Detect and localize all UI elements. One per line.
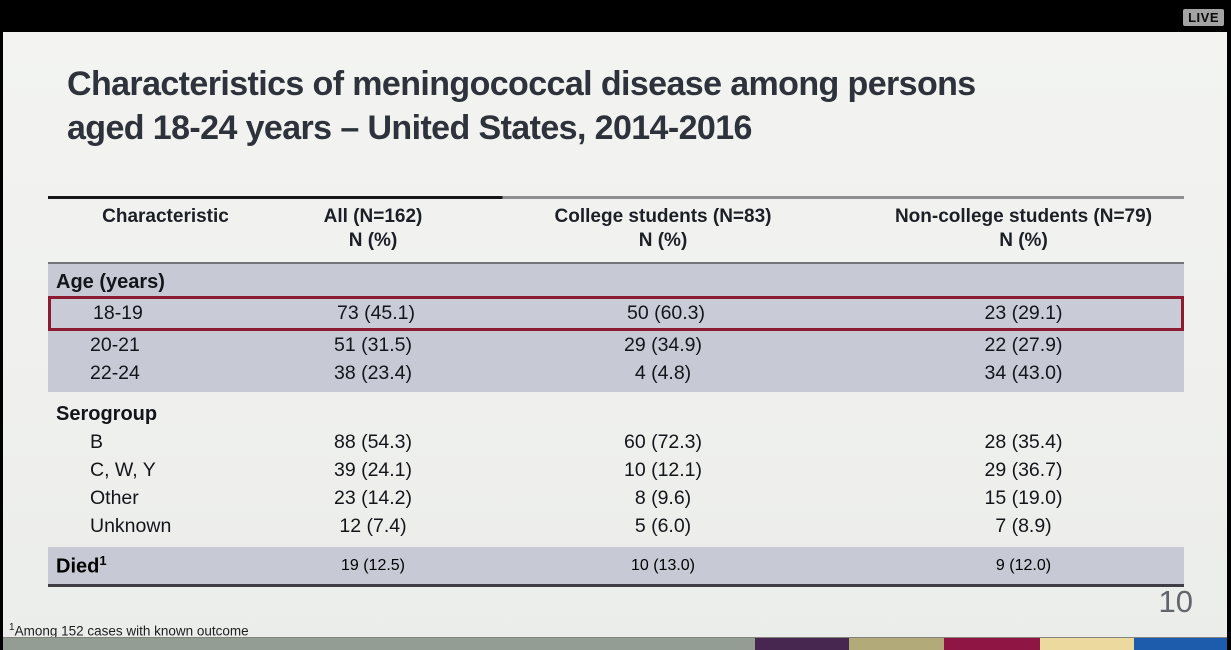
age-section: Age (years) 18-19 73 (45.1) 50 (60.3) 23…	[48, 264, 1184, 392]
strip-segment-khaki	[849, 638, 944, 650]
cell-all: 73 (45.1)	[336, 302, 416, 324]
live-badge: LIVE	[1183, 9, 1224, 26]
table-header-row: Characteristic All (N=162) N (%) College…	[48, 199, 1184, 262]
col-header-noncollege: Non-college students (N=79) N (%)	[863, 205, 1184, 253]
cell-noncollege: 9 (12.0)	[995, 556, 1052, 574]
row-label: C, W, Y	[90, 458, 156, 481]
cell-college: 10 (13.0)	[630, 556, 696, 574]
cell-all: 38 (23.4)	[333, 361, 413, 384]
table-row-unknown: Unknown 12 (7.4) 5 (6.0) 7 (8.9)	[48, 512, 1184, 540]
table-top-rule	[48, 196, 1184, 199]
cell-college: 5 (6.0)	[634, 514, 692, 537]
cell-noncollege: 23 (29.1)	[984, 302, 1063, 324]
strip-segment-purple	[755, 638, 849, 650]
slide-page-number: 10	[1158, 584, 1193, 619]
row-label-died: Died1	[56, 552, 107, 578]
serogroup-section: Serogroup B 88 (54.3) 60 (72.3) 28 (35.4…	[48, 392, 1184, 540]
cell-all: 51 (31.5)	[333, 333, 413, 356]
cell-all: 23 (14.2)	[333, 486, 413, 509]
row-label: 20-21	[90, 333, 140, 356]
slide-footnote: 1Among 152 cases with known outcome	[9, 622, 249, 639]
died-row: Died1 19 (12.5) 10 (13.0) 9 (12.0)	[48, 547, 1184, 587]
cell-college: 29 (34.9)	[623, 333, 703, 356]
serogroup-section-header: Serogroup	[56, 403, 158, 425]
footnote-marker: 1	[9, 622, 15, 633]
slide-title: Characteristics of meningococcal disease…	[67, 62, 1187, 150]
cell-noncollege: 29 (36.7)	[984, 458, 1063, 481]
col-subheader-noncollege: N (%)	[999, 230, 1048, 251]
strip-segment-cream	[1040, 638, 1134, 650]
row-label: 18-19	[93, 302, 143, 324]
cell-all: 39 (24.1)	[333, 458, 413, 481]
table-row-b: B 88 (54.3) 60 (72.3) 28 (35.4)	[48, 428, 1184, 456]
table-row-20-21: 20-21 51 (31.5) 29 (34.9) 22 (27.9)	[48, 331, 1184, 359]
col-subheader-all: N (%)	[348, 230, 398, 251]
slide-title-line2: aged 18-24 years – United States, 2014-2…	[67, 109, 752, 147]
strip-segment-maroon	[944, 638, 1040, 650]
table-row-cwy: C, W, Y 39 (24.1) 10 (12.1) 29 (36.7)	[48, 456, 1184, 484]
header-separator-rule	[48, 262, 1184, 264]
row-label: 22-24	[90, 361, 140, 384]
presentation-slide: Characteristics of meningococcal disease…	[3, 32, 1227, 650]
cell-noncollege: 7 (8.9)	[995, 514, 1052, 537]
strip-segment-blue	[1134, 638, 1227, 650]
cell-noncollege: 22 (27.9)	[984, 333, 1063, 356]
table-row-22-24: 22-24 38 (23.4) 4 (4.8) 34 (43.0)	[48, 359, 1184, 387]
cell-all: 12 (7.4)	[339, 514, 407, 537]
row-label: Unknown	[90, 514, 172, 537]
col-subheader-college: N (%)	[638, 230, 688, 251]
table-row-other: Other 23 (14.2) 8 (9.6) 15 (19.0)	[48, 484, 1184, 512]
cell-college: 10 (12.1)	[623, 458, 703, 481]
col-header-characteristic: Characteristic	[102, 206, 229, 227]
cell-college: 60 (72.3)	[623, 430, 703, 453]
cell-all: 88 (54.3)	[333, 430, 413, 453]
col-header-all: All (N=162) N (%)	[283, 205, 463, 253]
col-header-college: College students (N=83) N (%)	[463, 205, 863, 253]
cell-all: 19 (12.5)	[340, 556, 406, 574]
cell-college: 50 (60.3)	[626, 302, 706, 324]
row-label: B	[90, 430, 104, 453]
slide-title-line1: Characteristics of meningococcal disease…	[67, 65, 976, 103]
slide-template-color-strip	[3, 637, 1227, 650]
table-row-18-19-highlighted: 18-19 73 (45.1) 50 (60.3) 23 (29.1)	[48, 296, 1184, 331]
cell-noncollege: 15 (19.0)	[984, 486, 1063, 509]
died-footnote-marker: 1	[99, 552, 107, 568]
strip-segment-graygreen	[3, 638, 755, 650]
characteristics-table: Characteristic All (N=162) N (%) College…	[48, 196, 1184, 587]
row-label: Other	[90, 486, 139, 509]
cell-college: 4 (4.8)	[634, 361, 692, 384]
cell-noncollege: 34 (43.0)	[984, 361, 1063, 384]
age-section-header: Age (years)	[56, 271, 165, 293]
cell-college: 8 (9.6)	[634, 486, 692, 509]
cell-noncollege: 28 (35.4)	[984, 430, 1063, 453]
